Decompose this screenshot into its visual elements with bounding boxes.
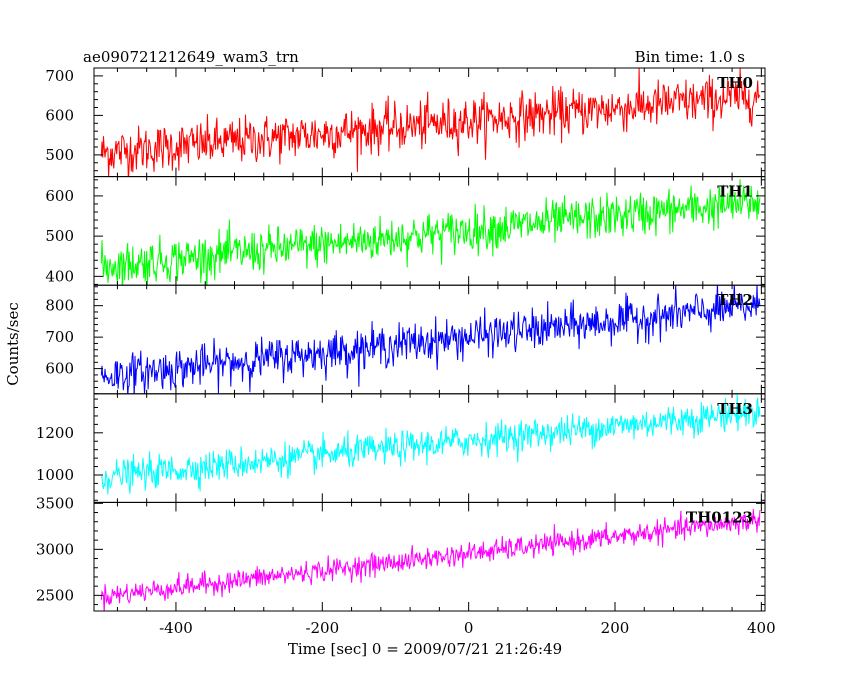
panel-th1: 400 500 600 TH1 (45, 176, 766, 286)
x-tick-label: -200 (305, 619, 339, 637)
series-line-th3 (100, 393, 761, 495)
panel-label-th0123: TH0123 (686, 508, 753, 526)
panel-frame (93, 67, 766, 178)
x-axis-label: Time [sec] 0 = 2009/07/21 21:26:49 (288, 640, 562, 658)
panel-label-th2: TH2 (717, 291, 753, 309)
y-tick-label: 600 (45, 187, 74, 205)
y-tick-label: 500 (45, 227, 74, 245)
bin-time-label: Bin time: 1.0 s (635, 48, 745, 66)
x-tick-label: -400 (159, 619, 193, 637)
y-tick-label: 700 (45, 328, 74, 346)
series-line-th0 (100, 68, 761, 177)
panel-th0123: 2500 3000 3500 TH0123 (36, 494, 766, 612)
y-tick-label: 1000 (36, 466, 74, 484)
x-tick-label: 200 (601, 619, 630, 637)
y-tick-label: 500 (45, 146, 74, 164)
y-tick-label: 3000 (36, 540, 74, 558)
panel-label-th3: TH3 (717, 400, 753, 418)
panel-label-th1: TH1 (717, 183, 753, 201)
y-tick-label: 600 (45, 106, 74, 124)
y-tick-label: 1200 (36, 424, 74, 442)
series-line-th2 (100, 285, 761, 394)
panel-th0: 500 600 700 TH0 (45, 67, 766, 178)
panel-stack: 500 600 700 TH0 400 500 600 TH1 600 700 800 TH2 1000… (36, 67, 776, 637)
y-tick-label: 700 (45, 67, 74, 85)
series-line-th0123 (100, 508, 761, 611)
chart-title: ae090721212649_wam3_trn (83, 48, 299, 66)
y-tick-label: 600 (45, 360, 74, 378)
y-tick-label: 400 (45, 267, 74, 285)
y-axis-label: Counts/sec (4, 302, 22, 386)
series-line-th1 (100, 179, 761, 286)
panel-th2: 600 700 800 TH2 (45, 284, 766, 395)
panel-frame (93, 176, 766, 286)
y-tick-label: 800 (45, 297, 74, 315)
panel-frame (93, 501, 766, 612)
panel-th3: 1000 1200 TH3 (36, 393, 766, 503)
x-tick-label: 400 (747, 619, 776, 637)
x-tick-label: 0 (464, 619, 474, 637)
y-tick-label: 2500 (36, 586, 74, 604)
y-tick-label: 3500 (36, 494, 74, 512)
panel-label-th0: TH0 (717, 74, 753, 92)
panel-frame (93, 284, 766, 395)
